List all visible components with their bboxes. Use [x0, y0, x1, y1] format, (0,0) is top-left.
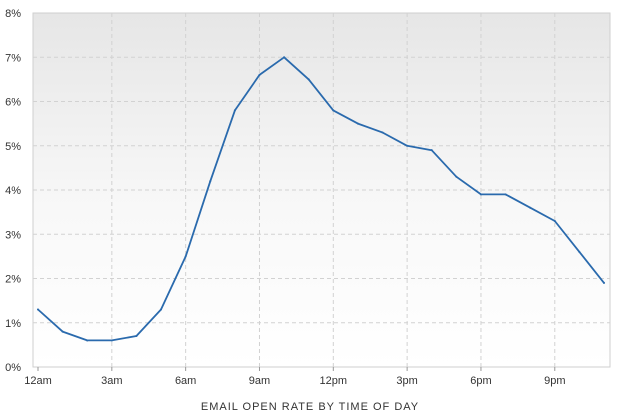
grid-layer	[33, 13, 610, 367]
data-point	[209, 180, 212, 183]
data-point	[553, 219, 556, 222]
data-point	[258, 73, 261, 76]
data-point	[61, 330, 64, 333]
data-point	[381, 131, 384, 134]
y-tick-label: 6%	[5, 97, 21, 109]
y-tick-label: 3%	[5, 229, 21, 241]
x-axis-ticks: 12am 3am 6am 9am 12pm 3pm 6pm 9pm	[24, 367, 565, 387]
data-point	[86, 339, 89, 342]
data-point	[160, 308, 163, 311]
series-layer	[37, 56, 605, 342]
y-tick-label: 7%	[5, 52, 21, 64]
data-point	[37, 308, 39, 311]
data-point	[184, 255, 187, 258]
data-point	[578, 250, 581, 253]
data-point	[479, 193, 482, 196]
data-point	[233, 109, 236, 112]
y-tick-label: 5%	[5, 141, 21, 153]
y-tick-label: 2%	[5, 274, 21, 286]
y-axis-ticks: 0% 1% 2% 3% 4% 5% 6% 7% 8%	[5, 8, 21, 374]
x-tick-label: 9am	[249, 375, 270, 387]
x-tick-label: 6pm	[470, 375, 491, 387]
y-tick-label: 0%	[5, 362, 21, 374]
data-point	[356, 122, 359, 125]
series-line	[37, 56, 605, 342]
x-tick-label: 3am	[101, 375, 122, 387]
data-point	[455, 175, 458, 178]
x-tick-label: 9pm	[544, 375, 565, 387]
data-point	[406, 144, 409, 147]
y-tick-label: 1%	[5, 318, 21, 330]
data-point	[529, 206, 532, 209]
data-point	[504, 193, 507, 196]
data-point	[430, 149, 433, 152]
data-point	[135, 335, 138, 338]
x-tick-label: 6am	[175, 375, 196, 387]
x-axis-label: EMAIL OPEN RATE BY TIME OF DAY	[201, 401, 419, 413]
x-tick-label: 3pm	[396, 375, 417, 387]
data-point	[283, 56, 286, 59]
x-tick-label: 12am	[24, 375, 52, 387]
x-tick-label: 12pm	[320, 375, 348, 387]
data-point	[603, 281, 605, 284]
y-tick-label: 4%	[5, 185, 21, 197]
data-point	[307, 78, 310, 81]
y-tick-label: 8%	[5, 8, 21, 20]
data-point	[332, 109, 335, 112]
data-point	[110, 339, 113, 342]
